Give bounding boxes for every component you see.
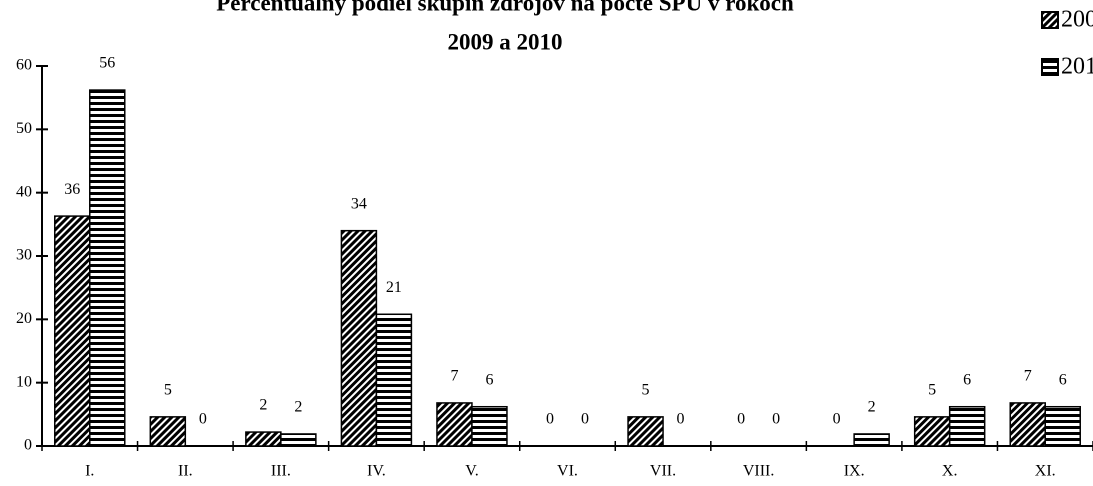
y-tick-label: 10 xyxy=(16,373,32,390)
data-label: 5 xyxy=(928,382,936,399)
bar xyxy=(627,416,664,447)
bar xyxy=(54,215,91,447)
bar xyxy=(913,416,951,447)
bar xyxy=(1009,402,1046,447)
x-tick-label: III. xyxy=(271,463,291,480)
data-label: 36 xyxy=(64,181,80,198)
bar xyxy=(340,229,378,447)
bar xyxy=(89,89,126,447)
bar xyxy=(245,431,282,447)
chart-title: 2009 a 2010 xyxy=(448,29,563,54)
data-label: 2 xyxy=(868,399,876,416)
data-label: 0 xyxy=(546,411,554,428)
x-tick-label: IV. xyxy=(367,463,386,480)
bar xyxy=(436,402,473,447)
legend-swatch xyxy=(1041,58,1059,76)
x-tick-label: II. xyxy=(178,463,193,480)
y-tick-label: 0 xyxy=(24,437,32,454)
x-tick-label: VIII. xyxy=(743,463,775,480)
data-label: 0 xyxy=(737,411,745,428)
x-tick-label: V. xyxy=(465,463,479,480)
bar xyxy=(149,416,187,447)
y-tick-label: 30 xyxy=(16,247,32,264)
x-tick-label: XI. xyxy=(1035,463,1056,480)
data-label: 7 xyxy=(450,368,458,385)
data-label: 2 xyxy=(259,397,267,414)
data-label: 6 xyxy=(963,371,971,388)
data-label: 2 xyxy=(294,399,302,416)
data-label: 34 xyxy=(351,195,367,212)
x-tick-label: IX. xyxy=(844,463,865,480)
data-label: 5 xyxy=(642,382,650,399)
x-tick-label: VI. xyxy=(557,463,578,480)
x-tick-label: I. xyxy=(85,463,94,480)
legend-label: 2010 xyxy=(1061,54,1093,80)
y-tick-label: 50 xyxy=(16,120,32,137)
x-tick-label: X. xyxy=(942,463,958,480)
legend-swatch xyxy=(1041,11,1059,29)
y-tick-label: 40 xyxy=(16,183,32,200)
data-label: 0 xyxy=(677,411,685,428)
data-label: 6 xyxy=(1059,371,1067,388)
bar xyxy=(1044,405,1081,447)
bar xyxy=(471,405,508,447)
bar xyxy=(948,405,986,447)
data-label: 21 xyxy=(386,279,402,296)
chart-title: Percentuálny podiel skupín zdrojov na po… xyxy=(216,0,794,15)
legend-label: 2009 xyxy=(1061,7,1093,33)
x-tick-label: VII. xyxy=(650,463,676,480)
bar xyxy=(280,433,317,447)
data-label: 56 xyxy=(99,55,115,72)
y-tick-label: 60 xyxy=(16,57,32,74)
data-label: 5 xyxy=(164,382,172,399)
data-label: 7 xyxy=(1024,368,1032,385)
data-label: 0 xyxy=(581,411,589,428)
bar xyxy=(375,313,413,447)
data-label: 0 xyxy=(199,411,207,428)
data-label: 0 xyxy=(833,411,841,428)
bar xyxy=(853,433,890,447)
data-label: 0 xyxy=(772,411,780,428)
data-label: 6 xyxy=(485,371,493,388)
y-tick-label: 20 xyxy=(16,310,32,327)
